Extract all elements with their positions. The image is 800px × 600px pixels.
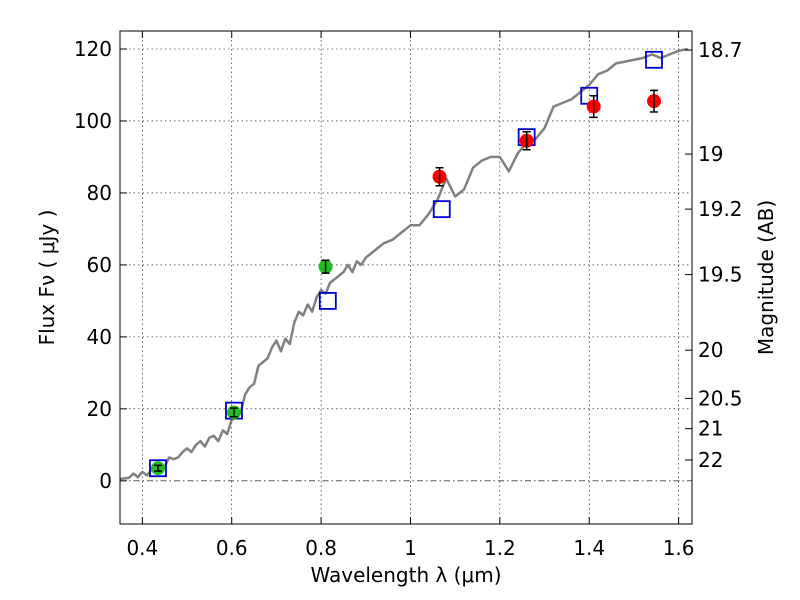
grid-lines	[120, 31, 692, 524]
right-tick-label: 21	[698, 417, 723, 441]
y-axis-label: Flux Fν ( μJy )	[35, 210, 59, 346]
right-tick-label: 20	[698, 338, 723, 362]
model-photometry-square	[645, 50, 663, 69]
model-spectrum-line	[119, 47, 688, 481]
x-tick-label: 0.4	[126, 536, 158, 560]
x-axis-label: Wavelength λ (μm)	[310, 563, 501, 587]
y-tick-label: 0	[99, 469, 112, 493]
right-tick-label: 19.2	[698, 197, 743, 221]
axis-ticks	[120, 31, 692, 524]
x-tick-label: 1.4	[573, 536, 605, 560]
x-tick-label: 1.6	[663, 536, 695, 560]
y-tick-label: 100	[74, 109, 112, 133]
y-tick-label: 120	[74, 37, 112, 61]
tick-labels: 0.4 0.6 0.8 1 1.2 1.4 1.6 0 20 40 60 80 100 120 18.7 19…	[74, 37, 743, 560]
right-axis-label: Magnitude (AB)	[754, 200, 778, 355]
x-tick-label: 0.8	[305, 536, 337, 560]
x-tick-label: 0.6	[216, 536, 248, 560]
y-tick-label: 80	[87, 181, 112, 205]
model-photometry-square	[149, 459, 167, 478]
y-tick-label: 40	[87, 325, 112, 349]
model-photometry-square	[432, 200, 451, 219]
y-tick-label: 60	[87, 253, 112, 277]
plot-frame	[119, 30, 693, 525]
right-tick-label: 18.7	[698, 38, 743, 62]
model-spectrum-layer	[119, 47, 688, 481]
data-markers-layer	[149, 50, 663, 478]
right-tick-label: 22	[698, 448, 723, 472]
model-photometry-square	[318, 291, 337, 310]
right-tick-label: 19.5	[698, 263, 743, 287]
x-tick-label: 1	[404, 536, 417, 560]
x-tick-label: 1.2	[484, 536, 516, 560]
right-tick-label: 20.5	[698, 386, 743, 410]
y-tick-label: 20	[87, 397, 112, 421]
right-tick-label: 19	[698, 142, 723, 166]
